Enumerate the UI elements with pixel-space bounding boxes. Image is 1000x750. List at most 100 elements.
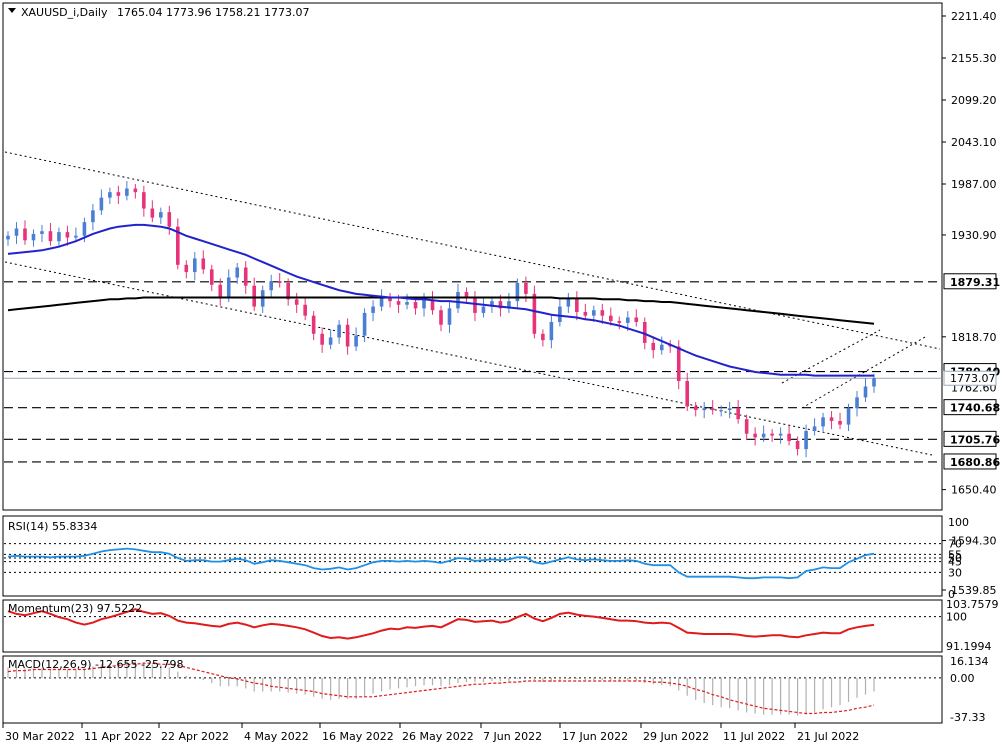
date-label: 11 Jul 2022 bbox=[723, 730, 785, 743]
candle bbox=[176, 226, 180, 265]
candle bbox=[201, 258, 206, 270]
candle bbox=[167, 212, 172, 227]
rsi-panel[interactable] bbox=[2, 515, 943, 597]
candle bbox=[804, 430, 808, 450]
price-panel[interactable] bbox=[2, 2, 943, 511]
candle bbox=[600, 310, 605, 316]
candle bbox=[625, 317, 630, 323]
date-label: 22 Apr 2022 bbox=[161, 730, 229, 743]
macd-signal-line bbox=[7, 662, 875, 715]
macd-tick-label: 0.00 bbox=[950, 672, 975, 685]
symbol-title: XAUUSD_i,Daily bbox=[21, 6, 108, 19]
level-price-label: 1879.31 bbox=[950, 276, 1000, 289]
candle bbox=[362, 312, 367, 336]
candle bbox=[150, 208, 155, 218]
date-label: 7 Jun 2022 bbox=[483, 730, 542, 743]
candle bbox=[481, 306, 486, 313]
candle bbox=[277, 281, 282, 283]
level-price-box bbox=[943, 273, 997, 290]
candle bbox=[311, 315, 316, 334]
price-tick-label: 2099.20 bbox=[951, 94, 997, 107]
rsi-tick-label: 30 bbox=[948, 566, 962, 579]
candle bbox=[99, 197, 104, 211]
candle bbox=[583, 312, 588, 316]
momentum-tick-label: 100 bbox=[946, 611, 967, 624]
candle bbox=[473, 297, 477, 313]
candle bbox=[125, 188, 129, 196]
candle bbox=[829, 417, 834, 421]
rsi-tick-label: 100 bbox=[948, 516, 969, 529]
candle bbox=[320, 333, 324, 345]
candle bbox=[235, 267, 240, 278]
candle bbox=[447, 308, 452, 325]
rsi-tick-label: 55 bbox=[948, 548, 962, 561]
candle bbox=[710, 408, 715, 411]
price-tick-label: 1818.70 bbox=[951, 331, 997, 344]
price-tick-label: 1987.00 bbox=[951, 178, 997, 191]
candle bbox=[354, 335, 358, 347]
candle bbox=[269, 281, 273, 291]
candle bbox=[693, 406, 698, 411]
candle bbox=[218, 284, 223, 298]
channel-lines bbox=[4, 151, 941, 456]
macd-tick-label: -37.33 bbox=[950, 711, 985, 724]
candle bbox=[744, 419, 749, 434]
date-label: 16 May 2022 bbox=[322, 730, 394, 743]
candle bbox=[388, 297, 392, 302]
candle bbox=[566, 297, 571, 307]
price-tick-label: 1539.85 bbox=[951, 584, 997, 597]
date-label: 29 Jun 2022 bbox=[643, 730, 709, 743]
macd-panel[interactable] bbox=[2, 655, 943, 724]
candle bbox=[524, 282, 528, 294]
symbol-dropdown-icon[interactable] bbox=[8, 8, 16, 13]
candle bbox=[642, 322, 647, 343]
candle bbox=[303, 304, 307, 316]
date-label: 11 Apr 2022 bbox=[84, 730, 152, 743]
candle bbox=[838, 420, 842, 425]
current-price-box bbox=[943, 370, 997, 386]
candle bbox=[405, 302, 409, 305]
flag-upper-line bbox=[781, 329, 881, 384]
candle bbox=[702, 408, 706, 411]
candle bbox=[617, 321, 622, 323]
price-axis: 2211.40 2155.30 2099.20 2043.10 1987.00 1930.… bbox=[942, 10, 1000, 597]
date-label: 30 Mar 2022 bbox=[5, 730, 75, 743]
candle bbox=[328, 337, 333, 345]
level-price-box bbox=[943, 430, 997, 447]
candle bbox=[159, 212, 163, 218]
macd-tick-label: 16.134 bbox=[950, 655, 989, 668]
candle bbox=[464, 292, 469, 298]
candle bbox=[651, 342, 656, 351]
candle bbox=[795, 440, 800, 450]
candle bbox=[609, 315, 613, 322]
momentum-panel[interactable] bbox=[2, 599, 943, 653]
candle bbox=[863, 386, 868, 398]
momentum-tick-label: 103.7579 bbox=[946, 598, 999, 611]
candle bbox=[116, 192, 121, 196]
candle bbox=[676, 346, 681, 382]
candle bbox=[753, 433, 757, 438]
candle bbox=[192, 258, 197, 273]
momentum-title: Momentum(23) 97.5222 bbox=[8, 602, 142, 615]
candle bbox=[252, 285, 257, 307]
level-price-box bbox=[943, 453, 997, 470]
date-label: 17 Jun 2022 bbox=[562, 730, 628, 743]
candle bbox=[14, 228, 19, 236]
candle bbox=[821, 417, 825, 427]
candle bbox=[286, 282, 290, 300]
candle bbox=[243, 267, 248, 286]
channel-upper-line bbox=[4, 151, 941, 350]
candle bbox=[532, 293, 537, 334]
macd-title: MACD(12,26,9) -12.655 -25.798 bbox=[8, 658, 183, 671]
price-series bbox=[6, 181, 876, 458]
candle bbox=[379, 297, 384, 307]
date-label: 26 May 2022 bbox=[402, 730, 474, 743]
candle bbox=[515, 282, 520, 302]
candle bbox=[727, 408, 732, 411]
candle bbox=[846, 408, 851, 425]
rsi-title: RSI(14) 55.8334 bbox=[8, 520, 97, 533]
price-tick-label: 2043.10 bbox=[951, 136, 997, 149]
